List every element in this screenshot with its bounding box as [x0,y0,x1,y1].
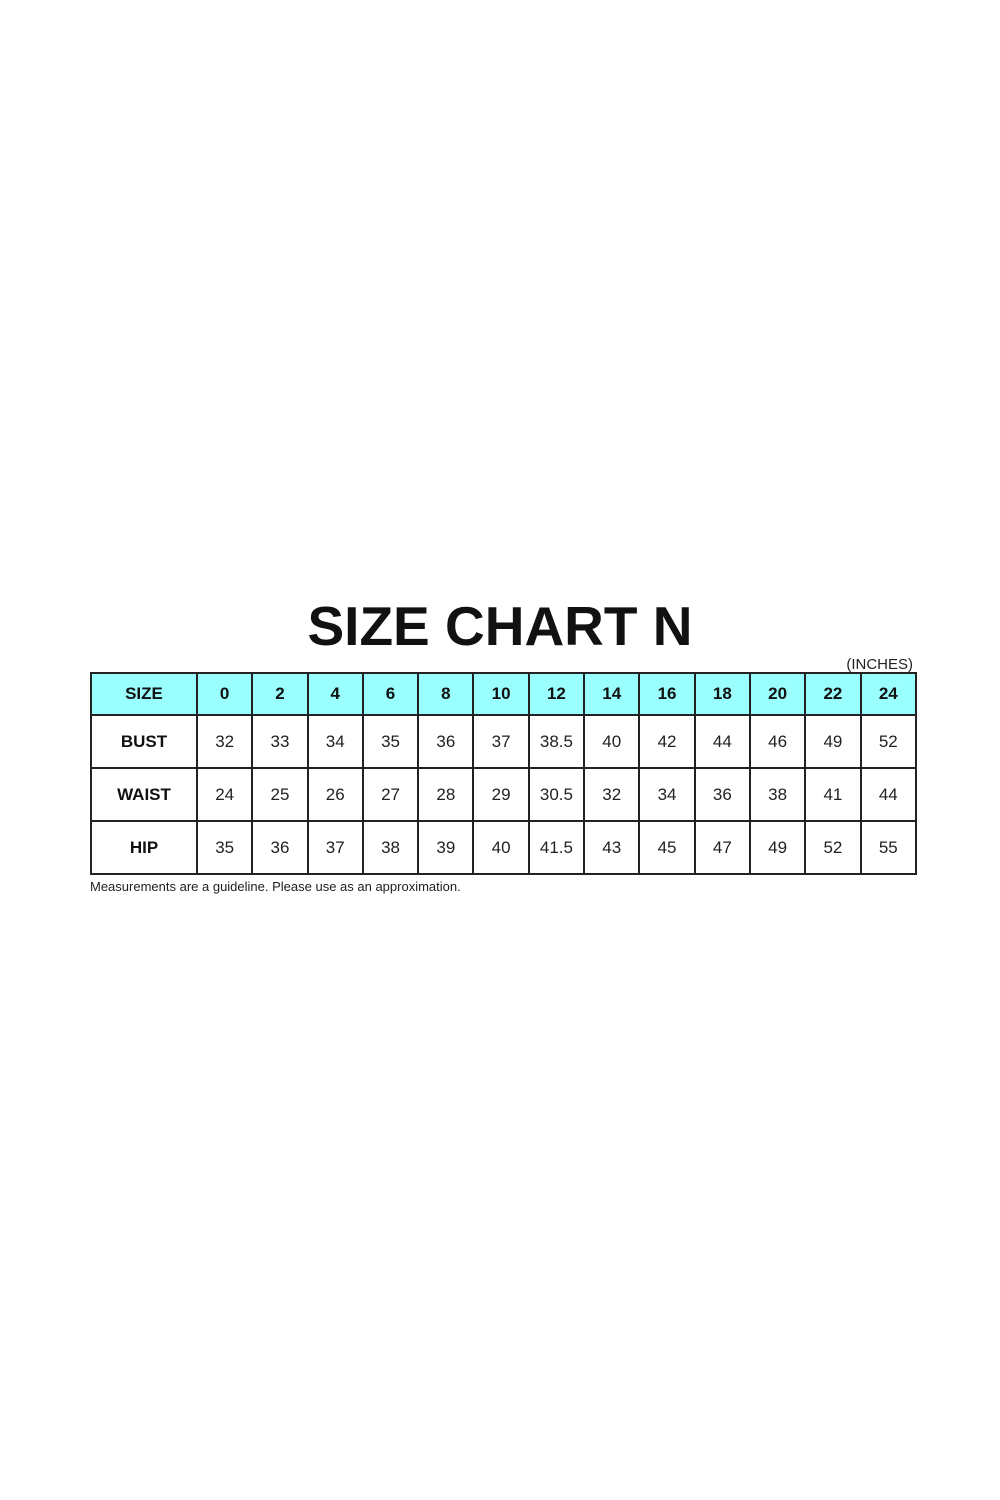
measurement-cell: 39 [417,820,475,875]
measurement-cell: 52 [859,714,918,769]
measurement-cell: 47 [693,820,751,875]
measurement-cell: 27 [361,767,420,822]
measurement-cell: 42 [638,714,696,769]
measurement-cell: 28 [417,767,475,822]
header-row: SIZE 0 2 4 6 8 10 12 14 16 18 20 22 24 [90,672,918,716]
row-label: HIP [90,820,198,875]
size-header-cell: 14 [583,672,641,716]
measurement-cell: 40 [472,820,530,875]
size-header-cell: 6 [361,672,420,716]
size-header-cell: 22 [804,672,862,716]
row-label: BUST [90,714,198,769]
measurement-cell: 34 [638,767,696,822]
measurement-cell: 30.5 [527,767,586,822]
measurement-cell: 38 [748,767,807,822]
measurement-cell: 46 [748,714,807,769]
measurement-cell: 52 [804,820,862,875]
measurement-cell: 35 [361,714,420,769]
measurement-cell: 35 [195,820,254,875]
measurement-cell: 45 [638,820,696,875]
size-header-cell: 20 [748,672,807,716]
measurement-cell: 44 [693,714,751,769]
measurement-cell: 41.5 [527,820,586,875]
measurement-cell: 36 [693,767,751,822]
size-header-cell: 8 [417,672,475,716]
measurement-cell: 32 [195,714,254,769]
footnote: Measurements are a guideline. Please use… [90,879,461,894]
measurement-cell: 25 [251,767,309,822]
table-row: HIP 35 36 37 38 39 40 41.5 43 45 47 49 52 55 [90,820,918,875]
measurement-cell: 44 [859,767,918,822]
row-label: WAIST [90,767,198,822]
size-label-cell: SIZE [90,672,198,716]
measurement-cell: 40 [583,714,641,769]
measurement-cell: 33 [251,714,309,769]
size-chart-table: SIZE 0 2 4 6 8 10 12 14 16 18 20 22 24 BUST 32 33 34 35 36 3… [90,672,918,875]
measurement-cell: 49 [748,820,807,875]
measurement-cell: 49 [804,714,862,769]
measurement-cell: 38 [361,820,420,875]
measurement-cell: 55 [859,820,918,875]
measurement-cell: 37 [472,714,530,769]
measurement-cell: 34 [306,714,364,769]
size-header-cell: 2 [251,672,309,716]
table-row: BUST 32 33 34 35 36 37 38.5 40 42 44 46 49 52 [90,714,918,769]
size-header-cell: 18 [693,672,751,716]
table-row: WAIST 24 25 26 27 28 29 30.5 32 34 36 38 41 44 [90,767,918,822]
size-header-cell: 10 [472,672,530,716]
page-title: SIZE CHART N [307,595,693,657]
measurement-cell: 43 [583,820,641,875]
measurement-cell: 36 [417,714,475,769]
size-header-cell: 16 [638,672,696,716]
unit-label: (INCHES) [846,656,913,673]
size-header-cell: 0 [195,672,254,716]
size-header-cell: 4 [306,672,364,716]
measurement-cell: 26 [306,767,364,822]
measurement-cell: 36 [251,820,309,875]
measurement-cell: 38.5 [527,714,586,769]
measurement-cell: 32 [583,767,641,822]
size-header-cell: 24 [859,672,918,716]
measurement-cell: 24 [195,767,254,822]
measurement-cell: 41 [804,767,862,822]
measurement-cell: 29 [472,767,530,822]
measurement-cell: 37 [306,820,364,875]
size-header-cell: 12 [527,672,586,716]
